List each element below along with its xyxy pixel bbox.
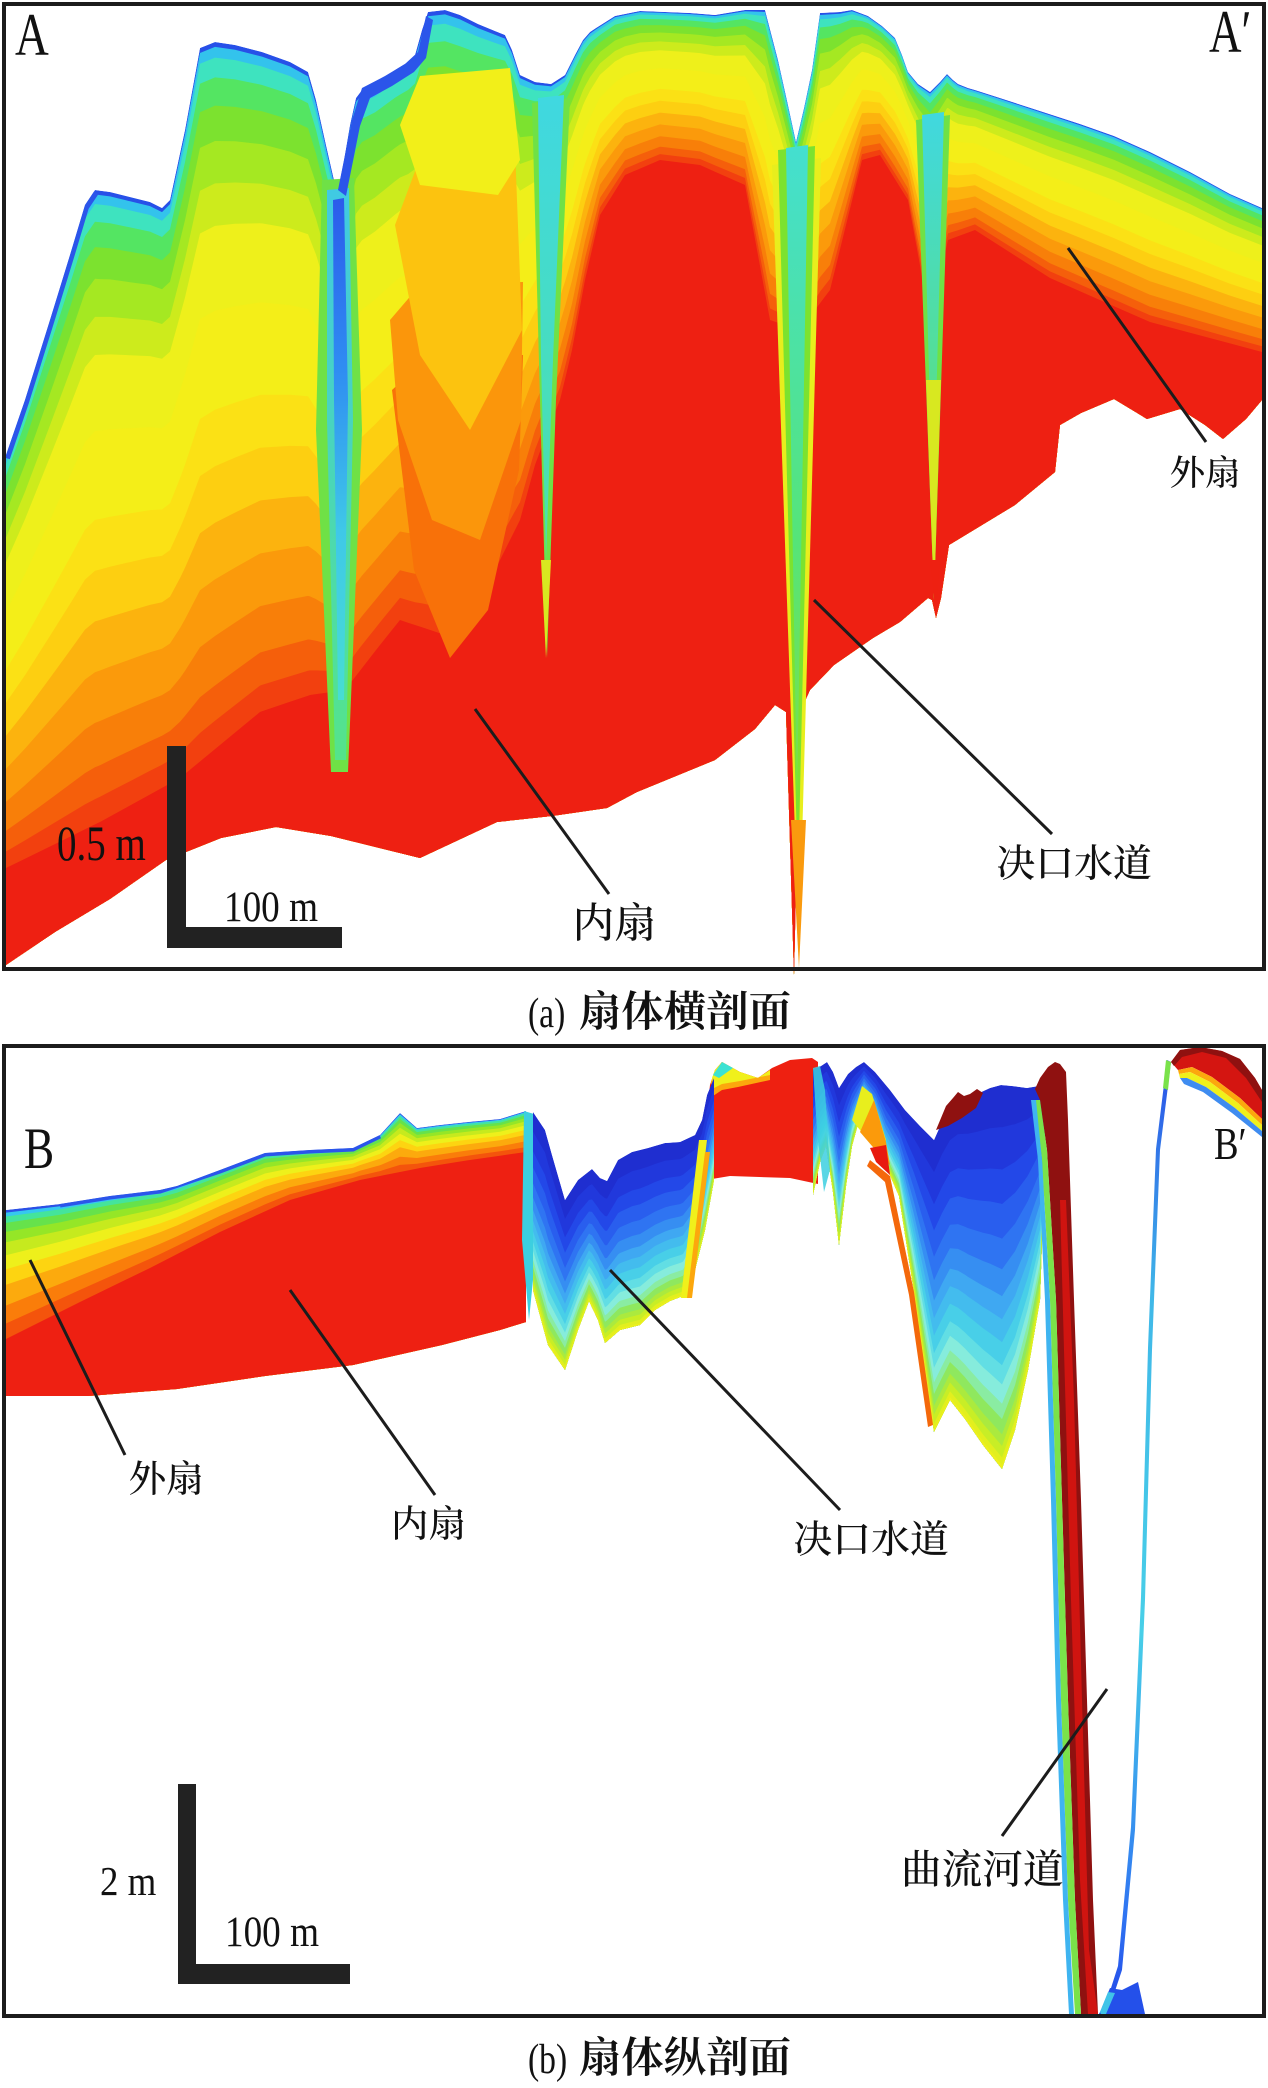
svg-text:2 m: 2 m [100,1859,156,1904]
svg-text:A′: A′ [1209,0,1251,66]
svg-text:100 m: 100 m [224,882,318,930]
svg-text:(a): (a) [528,991,565,1037]
svg-text:100 m: 100 m [225,1907,319,1955]
svg-text:A: A [15,1,49,68]
svg-text:(b): (b) [528,2037,567,2083]
svg-text:B: B [24,1118,54,1182]
svg-text:B′: B′ [1214,1119,1247,1170]
svg-text:0.5 m: 0.5 m [57,815,146,871]
